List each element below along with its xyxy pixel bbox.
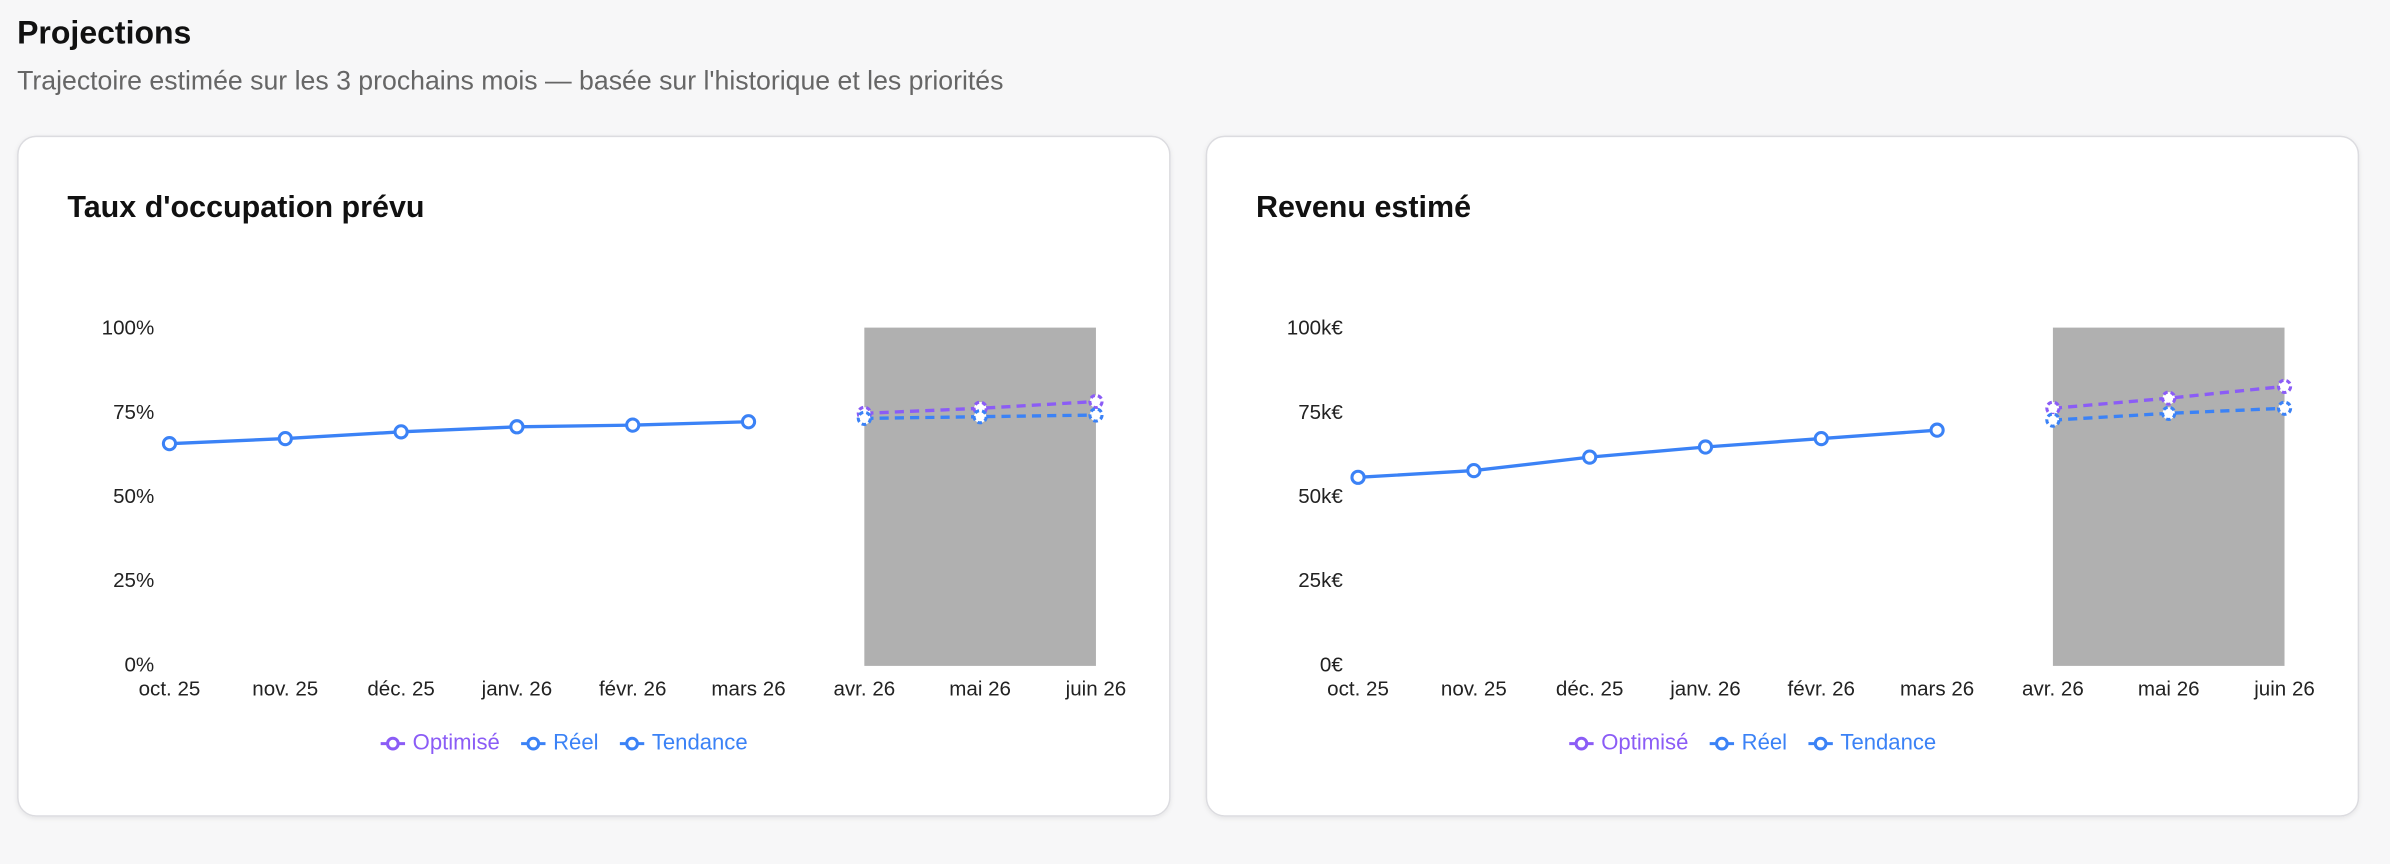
series-line [1357, 428, 1938, 479]
series [161, 414, 757, 452]
data-point [1088, 407, 1104, 423]
legend-label: Optimisé [413, 729, 500, 754]
legend-label: Tendance [652, 729, 748, 754]
data-point [1582, 449, 1598, 465]
x-tick-label: avr. 26 [2022, 678, 2084, 701]
series [2045, 400, 2293, 428]
series-line [169, 420, 749, 446]
data-point [1088, 393, 1104, 410]
series [856, 407, 1104, 427]
legend-label: Tendance [1840, 729, 1936, 754]
series [1350, 422, 1945, 485]
x-tick-label: juin 26 [1065, 678, 1127, 701]
x-tick-label: oct. 25 [139, 678, 201, 701]
legend: Optimisé Réel Tendance [1569, 729, 1936, 754]
data-point [625, 417, 641, 433]
y-tick-label: 50% [113, 485, 154, 508]
y-tick-label: 50k€ [1298, 485, 1343, 508]
x-tick-label: déc. 25 [1556, 678, 1623, 701]
x-tick-label: mars 26 [711, 678, 785, 701]
data-point [740, 414, 757, 430]
data-point [2045, 412, 2061, 428]
chart-title: Revenu estimé [1256, 190, 1471, 224]
x-tick-label: janv. 26 [1669, 678, 1741, 701]
y-tick-label: 75% [113, 401, 154, 424]
x-tick-label: févr. 26 [1788, 678, 1855, 701]
data-point [1697, 439, 1714, 455]
y-tick-label: 25% [113, 569, 154, 592]
data-point [2161, 405, 2177, 421]
series-line [2052, 384, 2285, 410]
legend-label: Réel [553, 729, 598, 754]
x-tick-label: oct. 25 [1327, 678, 1389, 701]
x-tick-label: avr. 26 [833, 678, 895, 701]
series-line [2052, 406, 2285, 422]
data-point [2276, 378, 2293, 395]
series-line [864, 399, 1097, 416]
legend-label: Optimisé [1601, 729, 1688, 754]
y-tick-label: 25k€ [1298, 569, 1343, 592]
data-point [1350, 469, 1366, 485]
data-point [277, 430, 293, 447]
y-tick-label: 100% [102, 317, 155, 340]
y-tick-label: 0€ [1320, 653, 1343, 676]
x-tick-label: janv. 26 [481, 678, 553, 701]
x-tick-label: juin 26 [2253, 678, 2315, 701]
data-point [2276, 400, 2293, 416]
x-tick-label: mai 26 [949, 678, 1011, 701]
legend-swatch-dot [625, 736, 639, 751]
legend-swatch-dot [386, 736, 400, 751]
legend-swatch-dot [1715, 736, 1729, 751]
y-tick-label: 100k€ [1287, 317, 1344, 340]
forecast-area [2052, 327, 2285, 666]
data-point [1813, 430, 1829, 447]
y-tick-label: 0% [125, 653, 155, 676]
data-point [1929, 422, 1945, 438]
x-tick-label: déc. 25 [367, 678, 434, 701]
data-point [856, 410, 872, 427]
legend-swatch-dot [526, 736, 541, 751]
page-title: Projections [17, 15, 191, 51]
series-line [864, 413, 1096, 421]
legend-swatch-dot [1574, 736, 1589, 751]
data-point [509, 419, 525, 435]
legend: Optimisé Réel Tendance [380, 729, 748, 754]
forecast-area [864, 327, 1096, 666]
data-point [161, 436, 178, 452]
data-point [2161, 390, 2177, 406]
data-point [2045, 400, 2061, 416]
x-tick-label: mai 26 [2138, 678, 2200, 701]
legend-swatch-dot [1813, 736, 1828, 751]
chart-title: Taux d'occupation prévu [67, 190, 424, 224]
data-point [393, 424, 409, 440]
legend-label: Réel [1742, 729, 1787, 754]
x-tick-label: mars 26 [1900, 678, 1974, 701]
page-subtitle: Trajectoire estimée sur les 3 prochains … [17, 65, 1003, 95]
y-tick-label: 75k€ [1298, 401, 1343, 424]
data-point [1466, 462, 1482, 479]
data-point [972, 409, 988, 425]
x-tick-label: nov. 25 [1441, 678, 1507, 701]
x-tick-label: févr. 26 [599, 678, 666, 701]
x-tick-label: nov. 25 [252, 678, 318, 701]
